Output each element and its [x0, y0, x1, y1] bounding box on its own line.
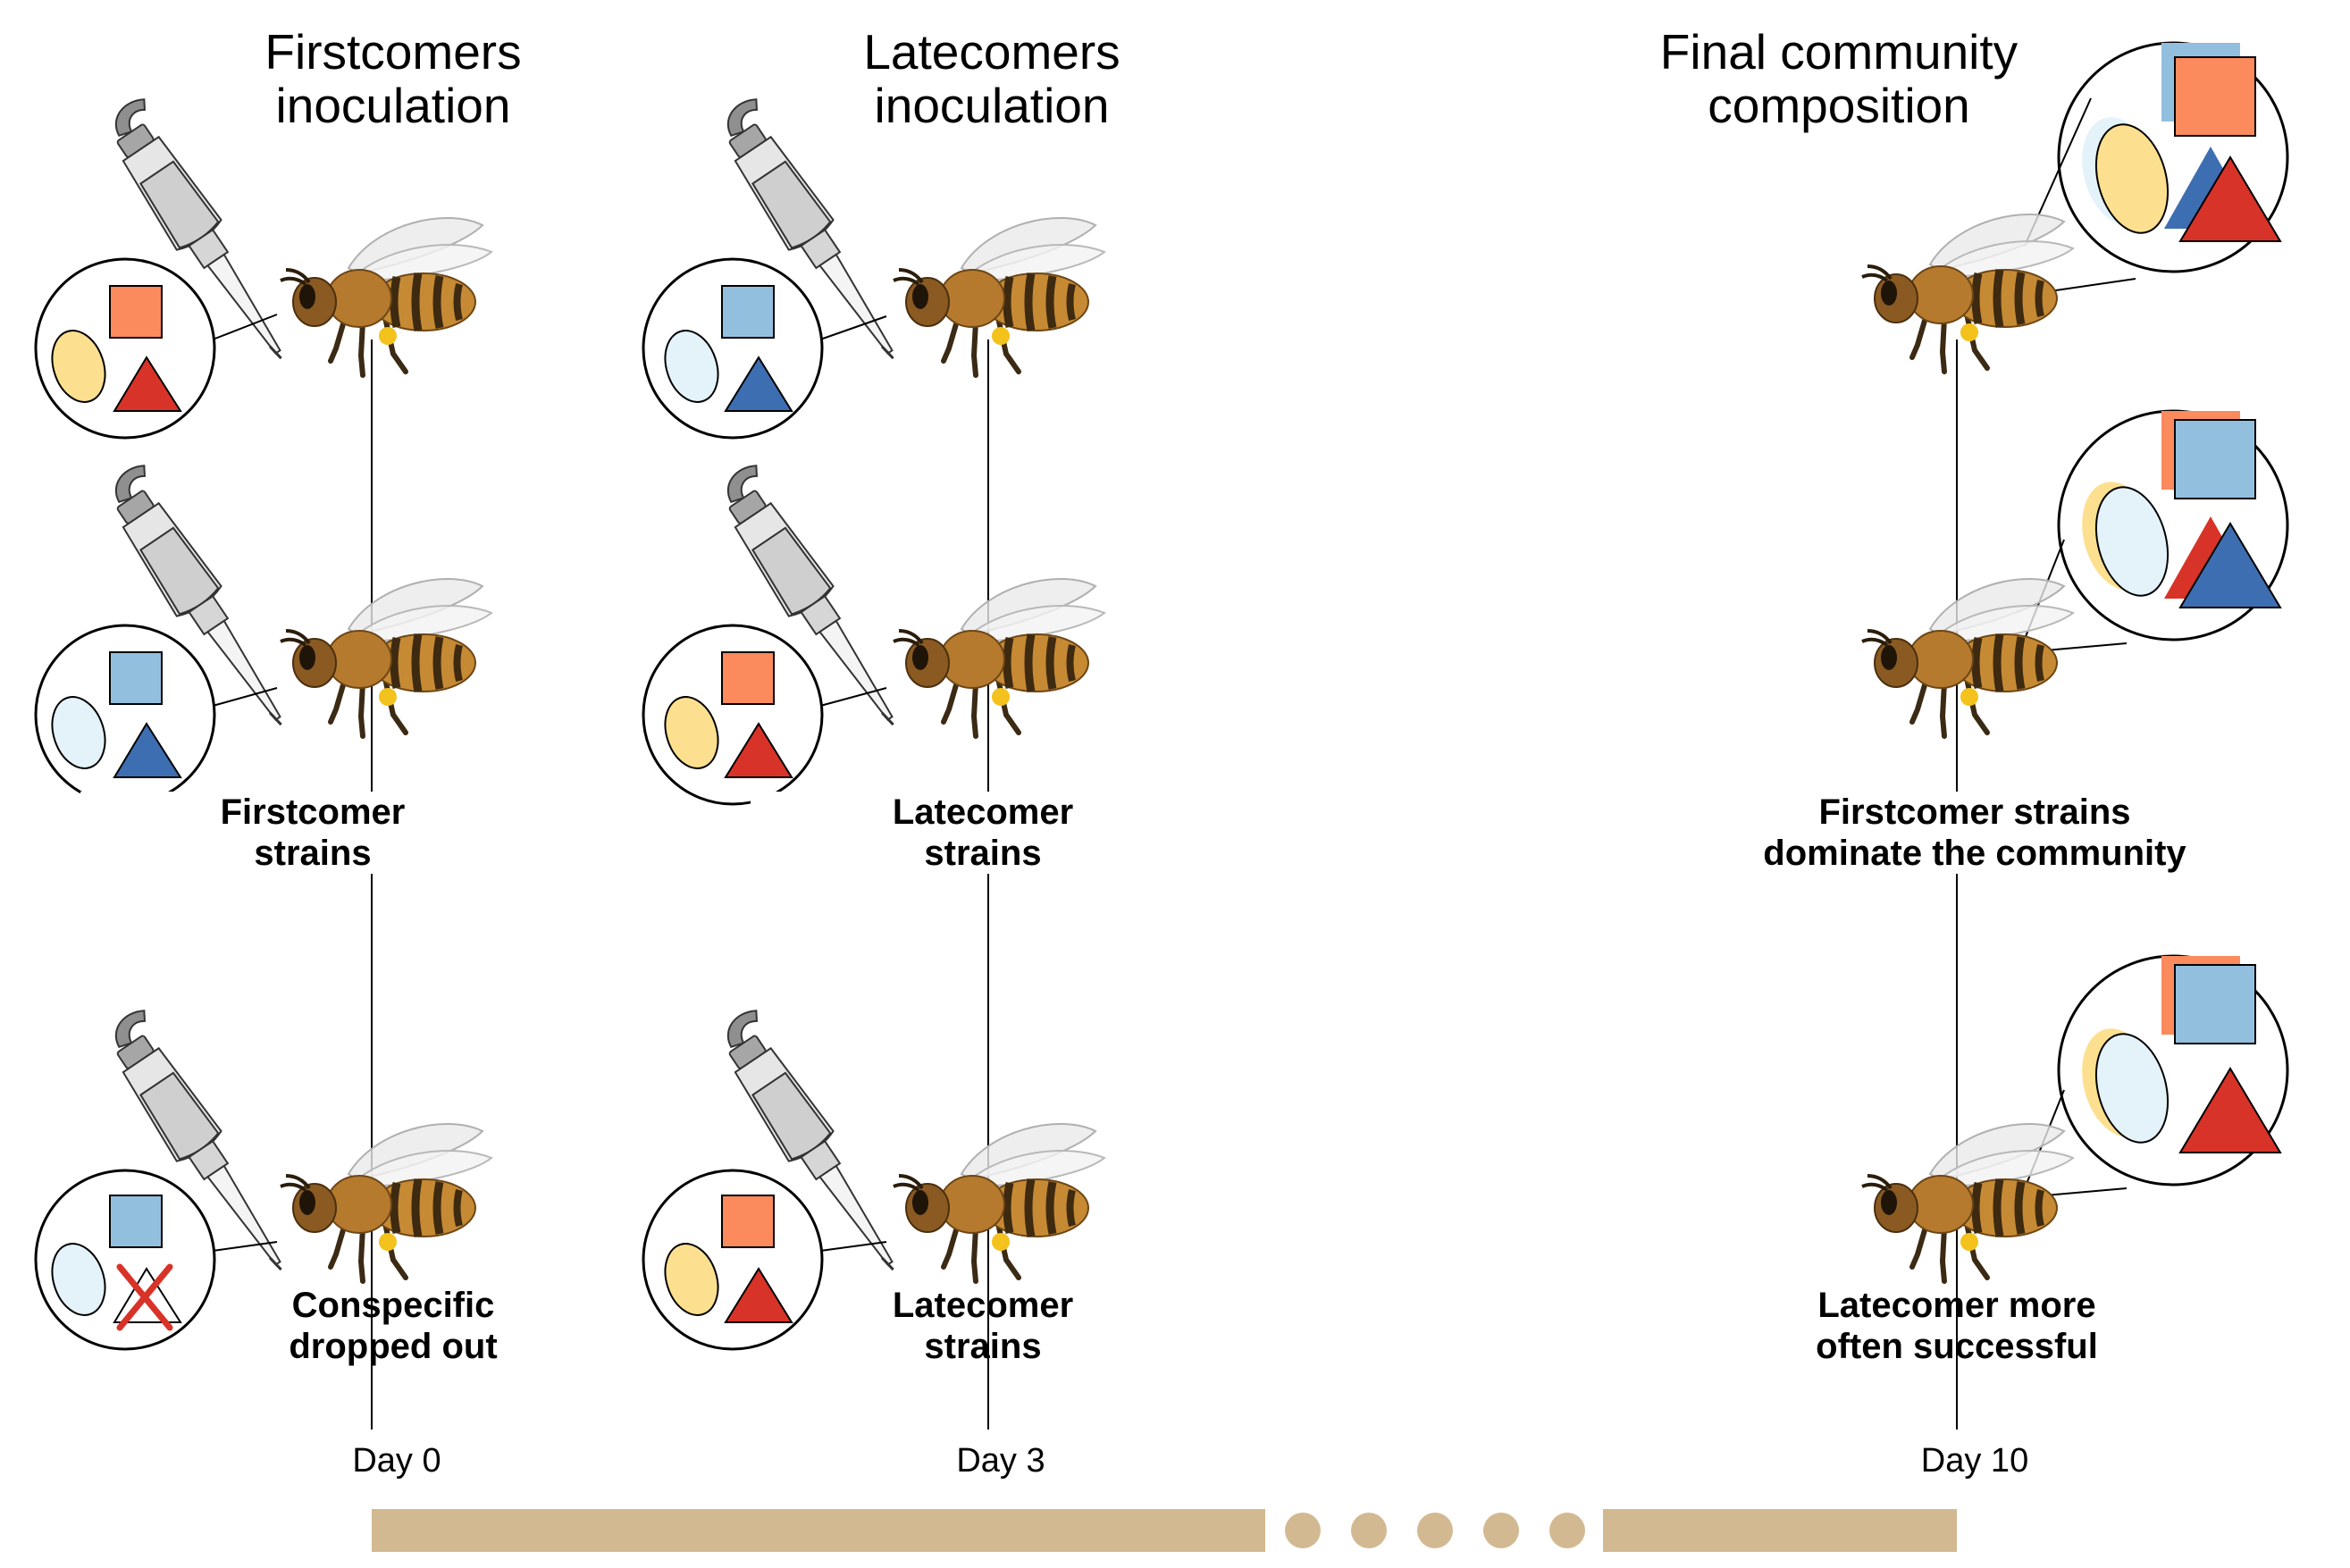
orange-square — [721, 651, 775, 705]
connector-line — [212, 687, 278, 707]
day10-label: Day 10 — [1920, 1442, 2029, 1480]
timeline-bar-right — [1603, 1509, 1957, 1552]
red-triangle — [113, 356, 182, 412]
blue-square — [2174, 964, 2256, 1044]
honeybee-icon — [281, 1124, 491, 1281]
red-triangle — [724, 722, 793, 778]
label-latecomer-successful: Latecomer more often successful — [1816, 1286, 2098, 1366]
blue-square — [2174, 419, 2256, 499]
timeline-dot — [1351, 1513, 1387, 1548]
honeybee-icon — [281, 218, 491, 375]
light-blue-oval — [664, 330, 719, 403]
honeybee-icon — [894, 1124, 1104, 1281]
blue-square — [721, 285, 775, 339]
yellow-oval — [664, 1243, 719, 1316]
honeybee-icon — [1862, 579, 2073, 736]
label-firstcomer-strains: Firstcomer strains — [80, 792, 545, 874]
red-triangle — [2178, 1067, 2282, 1153]
day3-label: Day 3 — [956, 1442, 1045, 1480]
timeline-dot — [1549, 1513, 1585, 1548]
yellow-oval — [51, 330, 106, 403]
connector-line — [819, 315, 887, 340]
timeline-dot — [1285, 1513, 1321, 1548]
orange-square — [109, 285, 163, 339]
header-firstcomers: Firstcomers inoculation — [264, 24, 522, 133]
honeybee-icon — [1862, 214, 2073, 372]
timeline-bar-left — [372, 1509, 1265, 1552]
label-firstcomer-dominate: Firstcomer strains dominate the communit… — [1662, 792, 2287, 874]
blue-square — [109, 651, 163, 705]
yellow-oval — [2094, 123, 2170, 234]
light-blue-oval — [51, 696, 106, 769]
header-final: Final community composition — [1659, 24, 2018, 133]
honeybee-icon — [281, 579, 491, 736]
cross-icon — [116, 1263, 173, 1331]
label-latecomer-strains-bottom: Latecomer strains — [892, 1286, 1074, 1366]
blue-square — [109, 1195, 163, 1248]
label-latecomer-strains-top: Latecomer strains — [751, 792, 1215, 874]
timeline-dot — [1483, 1513, 1519, 1548]
connector-line — [819, 1241, 887, 1252]
red-triangle — [2178, 155, 2282, 242]
orange-square — [721, 1195, 775, 1248]
blue-triangle — [113, 722, 182, 778]
header-latecomers: Latecomers inoculation — [863, 24, 1120, 133]
light-blue-oval — [2094, 486, 2170, 597]
light-blue-oval — [2094, 1033, 2170, 1144]
connector-line — [212, 314, 278, 340]
yellow-oval — [664, 696, 719, 769]
red-triangle — [724, 1267, 793, 1323]
connector-line — [212, 1241, 278, 1252]
label-conspecific-dropped: Conspecific dropped out — [289, 1286, 498, 1366]
blue-triangle — [724, 356, 793, 412]
blue-triangle — [2178, 522, 2282, 608]
connector-line — [819, 687, 887, 707]
honeybee-icon — [894, 218, 1104, 375]
timeline — [372, 1509, 1957, 1552]
orange-square — [2174, 56, 2256, 137]
day0-label: Day 0 — [352, 1442, 441, 1480]
light-blue-oval — [51, 1243, 106, 1316]
honeybee-icon — [894, 579, 1104, 736]
timeline-dot — [1417, 1513, 1453, 1548]
